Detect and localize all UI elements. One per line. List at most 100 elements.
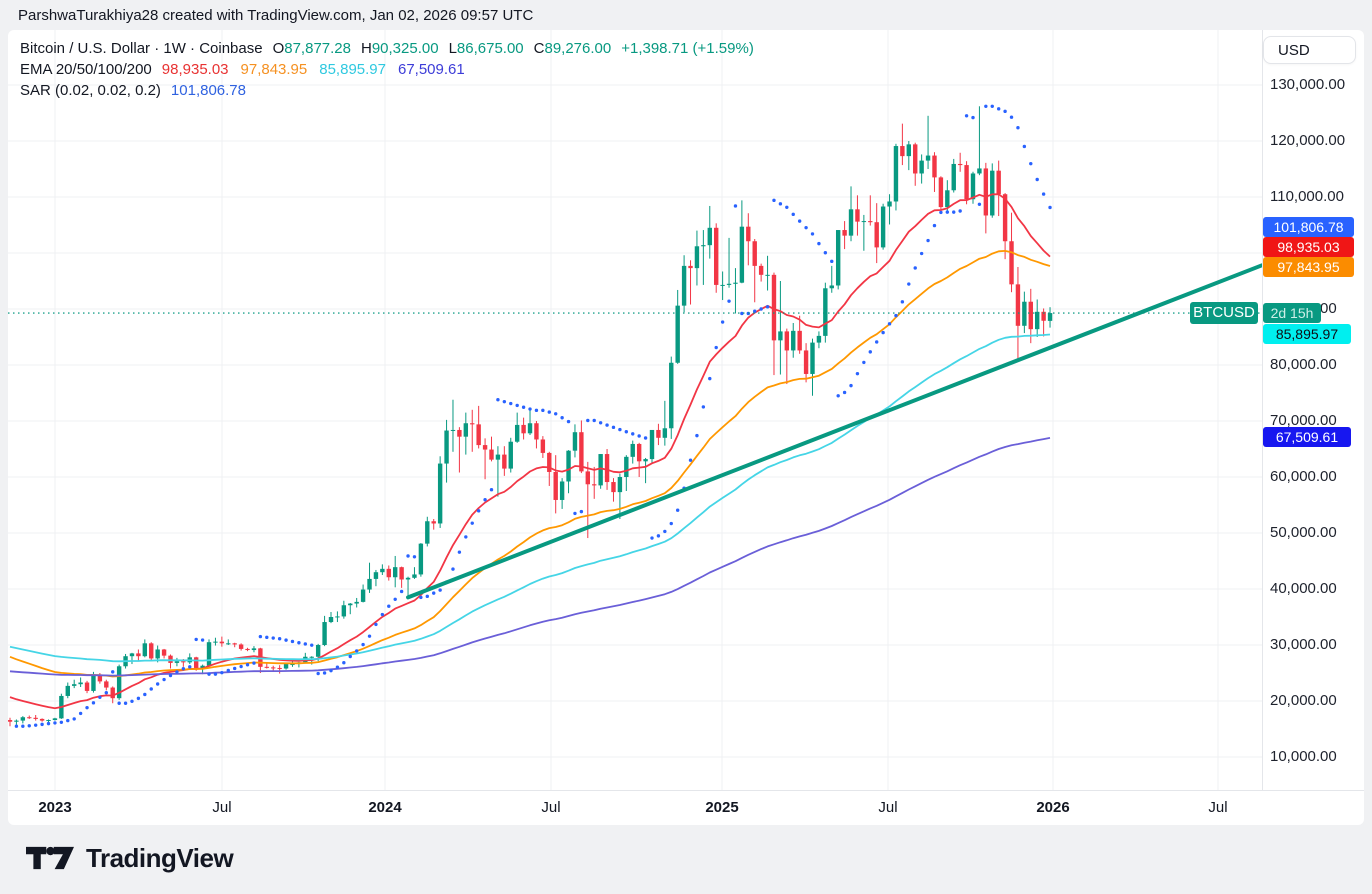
sar-dot: [438, 588, 442, 592]
sar-dot: [1022, 144, 1027, 149]
candle-body: [874, 222, 879, 248]
candle-body: [694, 246, 700, 269]
ema-line-20: [9, 193, 1051, 710]
candle-body: [803, 350, 809, 374]
sar-dot: [663, 529, 667, 534]
candle-body: [245, 648, 250, 651]
candle-body: [341, 605, 347, 617]
candle-body: [495, 454, 501, 460]
trend-line: [406, 263, 1262, 600]
sar-dot: [1003, 109, 1007, 114]
candle-body: [758, 265, 764, 275]
sar-dot: [1048, 205, 1052, 210]
candle-body: [328, 617, 334, 623]
candle-body: [617, 477, 623, 493]
sar-dot: [913, 266, 917, 270]
sar-dot: [977, 202, 982, 206]
candle-body: [20, 717, 26, 721]
price-tick-label: 60,000.00: [1270, 468, 1337, 485]
tradingview-logo-text: TradingView: [86, 842, 234, 873]
sar-dot: [534, 408, 539, 413]
candle-body: [938, 177, 944, 208]
candle-body: [656, 429, 661, 438]
candle-body: [104, 681, 109, 688]
candle-body: [675, 305, 680, 363]
sar-dot: [637, 434, 641, 438]
sar-dot: [181, 666, 186, 671]
attribution-text: ParshwaTurakhiya28 created with TradingV…: [18, 6, 534, 24]
symbol-title: Bitcoin / U.S. Dollar · 1W · Coinbase: [20, 40, 263, 57]
sar-dot: [476, 509, 481, 513]
sar-dot: [521, 405, 526, 409]
sar-dot: [515, 403, 519, 408]
sar-dot: [329, 668, 333, 673]
candle-body: [1047, 313, 1053, 321]
candle-body: [8, 720, 13, 722]
sar-dot: [284, 638, 288, 642]
ema-value: 97,843.95: [240, 61, 308, 78]
candle-body: [669, 362, 674, 429]
sar-dot: [46, 721, 51, 726]
price-tick-label: 20,000.00: [1270, 692, 1337, 709]
sar-dot: [708, 376, 712, 381]
sar-dot: [605, 423, 609, 427]
candle-body: [283, 664, 289, 669]
sar-dot: [207, 672, 211, 676]
sar-dot: [130, 699, 134, 703]
sar-dot: [354, 649, 359, 653]
candle-body: [752, 241, 757, 266]
candle-body: [277, 667, 282, 669]
close-value: C89,276.00: [533, 40, 612, 57]
candle-body: [437, 463, 443, 524]
candle-body: [553, 471, 558, 500]
ema-value: 98,935.03: [161, 61, 229, 78]
candle-body: [309, 656, 314, 658]
candle-body: [52, 718, 58, 721]
sar-dot: [322, 671, 327, 675]
price-axis-badge: 98,935.03: [1263, 237, 1354, 257]
candle-body: [925, 155, 931, 161]
candle-body: [1009, 241, 1014, 285]
candle-body: [14, 720, 19, 722]
sar-dot: [528, 407, 532, 411]
candle-body: [630, 443, 635, 457]
sar-dot: [33, 723, 38, 727]
currency-button[interactable]: USD: [1263, 36, 1356, 64]
candle-body: [957, 163, 963, 166]
candle-body: [810, 342, 815, 374]
sar-dot: [123, 701, 128, 705]
sar-indicator-row: SAR (0.02, 0.02, 0.2) 101,806.78: [20, 80, 754, 101]
sar-dot: [907, 282, 911, 286]
sar-dot: [733, 204, 738, 208]
candle-body: [39, 718, 45, 721]
candle-body: [771, 274, 777, 341]
price-axis-badge: 67,509.61: [1263, 427, 1351, 447]
candle-body: [226, 643, 231, 645]
candle-body: [720, 284, 725, 286]
sar-dot: [759, 307, 763, 311]
price-tick-label: 30,000.00: [1270, 636, 1337, 653]
candle-body: [457, 429, 462, 437]
sar-dot: [245, 663, 250, 667]
candle-body: [842, 230, 847, 236]
sar-dot: [432, 591, 436, 595]
candle-body: [977, 168, 982, 174]
sar-dot: [367, 634, 372, 638]
sar-dot: [624, 430, 629, 434]
price-chart-canvas[interactable]: [8, 30, 1262, 790]
candle-body: [418, 543, 424, 575]
sar-dot: [91, 701, 96, 705]
sar-dot: [149, 687, 153, 691]
candle-body: [91, 675, 96, 691]
price-tick-label: 80,000.00: [1270, 356, 1337, 373]
sar-dot: [855, 371, 860, 376]
sar-dot: [40, 722, 44, 727]
candle-body: [463, 423, 469, 437]
sar-dot: [772, 198, 776, 203]
candle-body: [393, 567, 398, 578]
candle-body: [232, 643, 237, 645]
candle-body: [213, 641, 218, 643]
candle-body: [823, 288, 828, 336]
symbol-row: Bitcoin / U.S. Dollar · 1W · Coinbase O8…: [20, 38, 754, 59]
sar-dot: [785, 205, 789, 209]
